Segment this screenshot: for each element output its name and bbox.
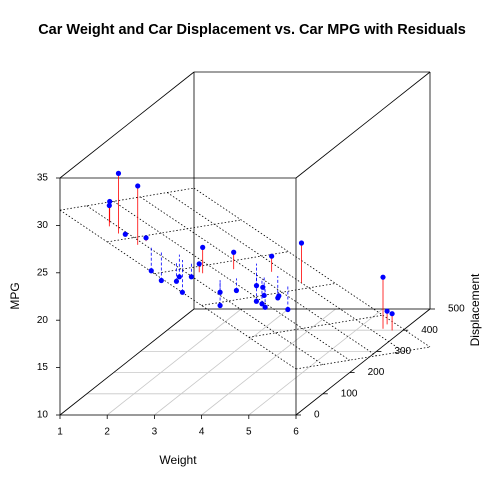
point — [380, 274, 386, 280]
z-tick-label: 25 — [37, 267, 49, 278]
x-tick-label: 1 — [57, 427, 63, 438]
point — [285, 306, 291, 313]
regression-plane-line — [201, 283, 336, 306]
point — [173, 278, 180, 284]
regression-plane-line — [154, 251, 289, 275]
z-tick-label: 30 — [37, 220, 49, 231]
floor-grid-line — [201, 308, 336, 416]
box-edge — [59, 308, 195, 416]
point — [259, 301, 265, 307]
y-tick-label: 500 — [448, 304, 465, 315]
point — [148, 268, 154, 274]
box-edge — [59, 71, 195, 179]
regression-plane-line — [59, 209, 297, 370]
point — [107, 198, 113, 205]
point — [269, 253, 275, 259]
box-edge — [295, 308, 431, 416]
box-edge — [295, 71, 431, 179]
point — [122, 231, 128, 237]
point — [217, 302, 223, 309]
y-tick-label: 200 — [368, 367, 385, 378]
point — [196, 261, 202, 267]
x-tick-label: 3 — [152, 427, 158, 438]
point — [260, 284, 266, 290]
chart-title: Car Weight and Car Displacement vs. Car … — [38, 22, 466, 38]
y-tick-label: 100 — [341, 388, 358, 399]
point — [217, 289, 223, 295]
z-axis-title: MPG — [8, 282, 22, 309]
point — [158, 277, 164, 284]
point — [106, 202, 112, 209]
point — [262, 304, 268, 310]
z-tick-label: 10 — [37, 410, 49, 421]
point — [276, 293, 282, 299]
x-tick-label: 6 — [293, 427, 299, 438]
x-tick-label: 2 — [104, 427, 110, 438]
x-tick-label: 4 — [199, 427, 205, 438]
z-tick-label: 35 — [37, 173, 49, 184]
regression-plane-line — [248, 314, 383, 338]
point — [253, 298, 260, 304]
point — [298, 240, 305, 246]
y-tick-label: 300 — [394, 346, 411, 357]
regression-plane-line — [59, 187, 195, 211]
point — [253, 283, 260, 289]
regression-plane-line — [107, 219, 242, 243]
point — [389, 311, 395, 317]
point — [200, 244, 206, 250]
point — [188, 274, 194, 280]
point — [261, 292, 267, 299]
point — [176, 274, 182, 280]
x-tick-label: 5 — [246, 427, 252, 438]
z-tick-label: 15 — [37, 362, 49, 373]
floor-grid-line — [248, 308, 384, 416]
point — [135, 183, 141, 189]
point — [143, 235, 149, 241]
point — [179, 289, 186, 295]
floor-grid-line — [106, 308, 242, 416]
y-tick-label: 0 — [314, 410, 320, 421]
point — [384, 308, 390, 314]
regression-plane-line — [113, 201, 350, 361]
y-axis-title: Displacement — [468, 273, 482, 346]
y-tick-label: 400 — [421, 325, 438, 336]
regression-plane-line — [295, 346, 431, 370]
floor-grid-line — [154, 308, 289, 416]
point — [115, 170, 122, 176]
regression-plane-line — [193, 187, 431, 348]
point — [231, 249, 237, 255]
x-axis-title: Weight — [159, 453, 197, 467]
regression-plane-line — [140, 196, 377, 357]
regression-plane-line — [86, 205, 324, 365]
z-tick-label: 20 — [37, 315, 49, 326]
point — [233, 287, 240, 294]
